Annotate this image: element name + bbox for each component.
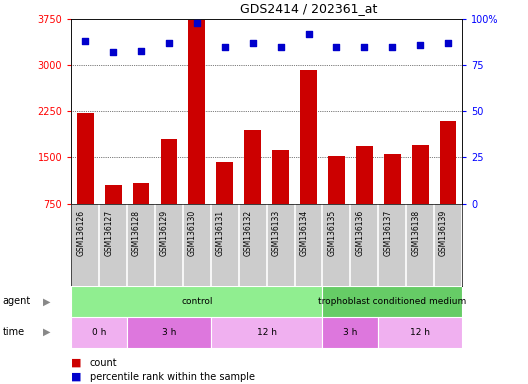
Bar xyxy=(356,146,373,250)
Point xyxy=(332,44,341,50)
Point xyxy=(193,20,201,26)
Text: ■: ■ xyxy=(71,358,82,368)
Point xyxy=(444,40,452,46)
Bar xyxy=(412,145,429,250)
Bar xyxy=(440,121,456,250)
Bar xyxy=(105,185,121,250)
Text: GSM136126: GSM136126 xyxy=(76,210,85,256)
Text: percentile rank within the sample: percentile rank within the sample xyxy=(90,372,254,382)
Bar xyxy=(216,162,233,250)
Point xyxy=(137,48,145,54)
Bar xyxy=(71,286,323,317)
Point xyxy=(416,42,425,48)
Text: control: control xyxy=(181,297,213,306)
Bar xyxy=(77,113,93,250)
Bar xyxy=(323,286,462,317)
Text: GSM136132: GSM136132 xyxy=(244,210,253,256)
Bar xyxy=(211,317,323,348)
Bar xyxy=(133,183,149,250)
Point xyxy=(388,44,397,50)
Text: GSM136129: GSM136129 xyxy=(160,210,169,256)
Bar xyxy=(272,150,289,250)
Text: GSM136131: GSM136131 xyxy=(216,210,225,256)
Text: GSM136137: GSM136137 xyxy=(383,210,392,257)
Bar xyxy=(71,317,127,348)
Text: GSM136136: GSM136136 xyxy=(355,210,364,257)
Text: ▶: ▶ xyxy=(43,296,51,306)
Text: ■: ■ xyxy=(71,372,82,382)
Point xyxy=(221,44,229,50)
Text: ▶: ▶ xyxy=(43,327,51,337)
Bar xyxy=(161,139,177,250)
Text: GSM136135: GSM136135 xyxy=(327,210,336,257)
Text: count: count xyxy=(90,358,117,368)
Point xyxy=(304,31,313,37)
Text: GSM136139: GSM136139 xyxy=(439,210,448,257)
Text: GSM136133: GSM136133 xyxy=(271,210,280,257)
Bar xyxy=(328,156,345,250)
Text: trophoblast conditioned medium: trophoblast conditioned medium xyxy=(318,297,466,306)
Bar xyxy=(127,317,211,348)
Bar xyxy=(188,20,205,250)
Point xyxy=(360,44,369,50)
Text: time: time xyxy=(3,327,25,337)
Text: GDS2414 / 202361_at: GDS2414 / 202361_at xyxy=(240,2,378,15)
Text: GSM136130: GSM136130 xyxy=(188,210,197,257)
Text: GSM136127: GSM136127 xyxy=(104,210,113,256)
Text: 3 h: 3 h xyxy=(162,328,176,337)
Text: GSM136134: GSM136134 xyxy=(299,210,308,257)
Bar xyxy=(378,317,462,348)
Text: 3 h: 3 h xyxy=(343,328,357,337)
Point xyxy=(249,40,257,46)
Point xyxy=(165,40,173,46)
Bar xyxy=(323,317,378,348)
Point xyxy=(109,49,117,55)
Bar xyxy=(244,130,261,250)
Bar xyxy=(384,154,401,250)
Text: 0 h: 0 h xyxy=(92,328,106,337)
Text: agent: agent xyxy=(3,296,31,306)
Text: 12 h: 12 h xyxy=(410,328,430,337)
Bar xyxy=(300,70,317,250)
Text: GSM136128: GSM136128 xyxy=(132,210,141,256)
Text: GSM136138: GSM136138 xyxy=(411,210,420,256)
Text: 12 h: 12 h xyxy=(257,328,277,337)
Point xyxy=(81,38,89,45)
Point xyxy=(276,44,285,50)
